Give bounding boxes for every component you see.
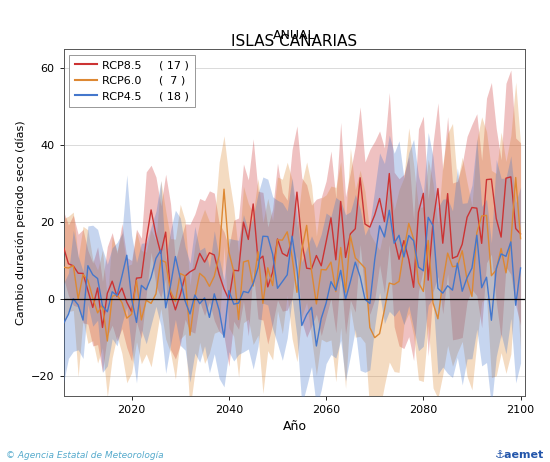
Legend: RCP8.5     ( 17 ), RCP6.0     (  7 ), RCP4.5     ( 18 ): RCP8.5 ( 17 ), RCP6.0 ( 7 ), RCP4.5 ( 18… <box>69 55 195 107</box>
Title: ISLAS CANARIAS: ISLAS CANARIAS <box>232 34 358 49</box>
Text: © Agencia Estatal de Meteorología: © Agencia Estatal de Meteorología <box>6 451 163 460</box>
X-axis label: Año: Año <box>283 420 306 433</box>
Text: ⚓aemet: ⚓aemet <box>495 450 544 460</box>
Y-axis label: Cambio duración periodo seco (días): Cambio duración periodo seco (días) <box>15 120 25 325</box>
Text: ANUAL: ANUAL <box>273 29 316 42</box>
